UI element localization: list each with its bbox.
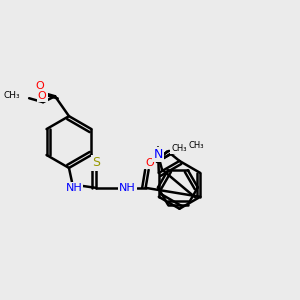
Text: N: N — [153, 148, 163, 161]
Text: NH: NH — [119, 183, 136, 193]
Text: S: S — [92, 156, 100, 170]
Text: O: O — [145, 158, 154, 168]
Text: CH₃: CH₃ — [4, 91, 20, 100]
Text: CH₃: CH₃ — [189, 141, 204, 150]
Text: CH₃: CH₃ — [171, 144, 187, 153]
Text: NH: NH — [66, 183, 82, 193]
Text: O: O — [36, 81, 44, 91]
Text: O: O — [38, 91, 46, 101]
